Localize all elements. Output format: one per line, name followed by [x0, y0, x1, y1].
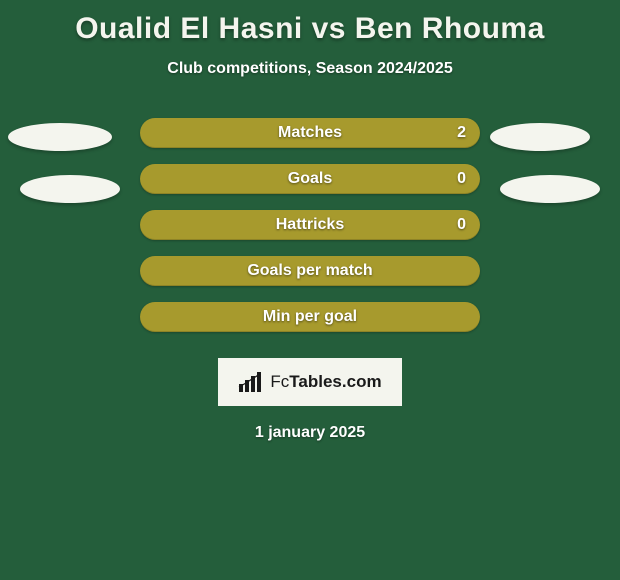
stat-bar: Goals 0: [140, 164, 480, 194]
brand-logo: FcTables.com: [218, 358, 401, 406]
brand-rest: Tables.com: [289, 372, 381, 391]
stat-value: 2: [457, 124, 466, 142]
stat-row: Hattricks 0: [0, 202, 620, 248]
stat-label: Hattricks: [276, 216, 344, 234]
stat-bar: Hattricks 0: [140, 210, 480, 240]
date-label: 1 january 2025: [0, 424, 620, 442]
page-subtitle: Club competitions, Season 2024/2025: [0, 60, 620, 78]
stat-value: 0: [457, 216, 466, 234]
stat-row: Min per goal: [0, 294, 620, 340]
stat-row: Matches 2: [0, 110, 620, 156]
brand-prefix: Fc: [270, 372, 289, 391]
stat-label: Matches: [278, 124, 342, 142]
stat-bar: Matches 2: [140, 118, 480, 148]
stat-label: Min per goal: [263, 308, 357, 326]
stat-label: Goals per match: [247, 262, 372, 280]
page: Oualid El Hasni vs Ben Rhouma Club compe…: [0, 0, 620, 580]
page-title: Oualid El Hasni vs Ben Rhouma: [0, 0, 620, 46]
bar-chart-icon: [238, 372, 264, 392]
stat-bar: Goals per match: [140, 256, 480, 286]
stat-value: 0: [457, 170, 466, 188]
stat-label: Goals: [288, 170, 332, 188]
stat-row: Goals 0: [0, 156, 620, 202]
stat-row: Goals per match: [0, 248, 620, 294]
brand-text: FcTables.com: [270, 372, 381, 392]
stats-list: Matches 2 Goals 0 Hattricks 0 Goals per match M…: [0, 110, 620, 340]
stat-bar: Min per goal: [140, 302, 480, 332]
